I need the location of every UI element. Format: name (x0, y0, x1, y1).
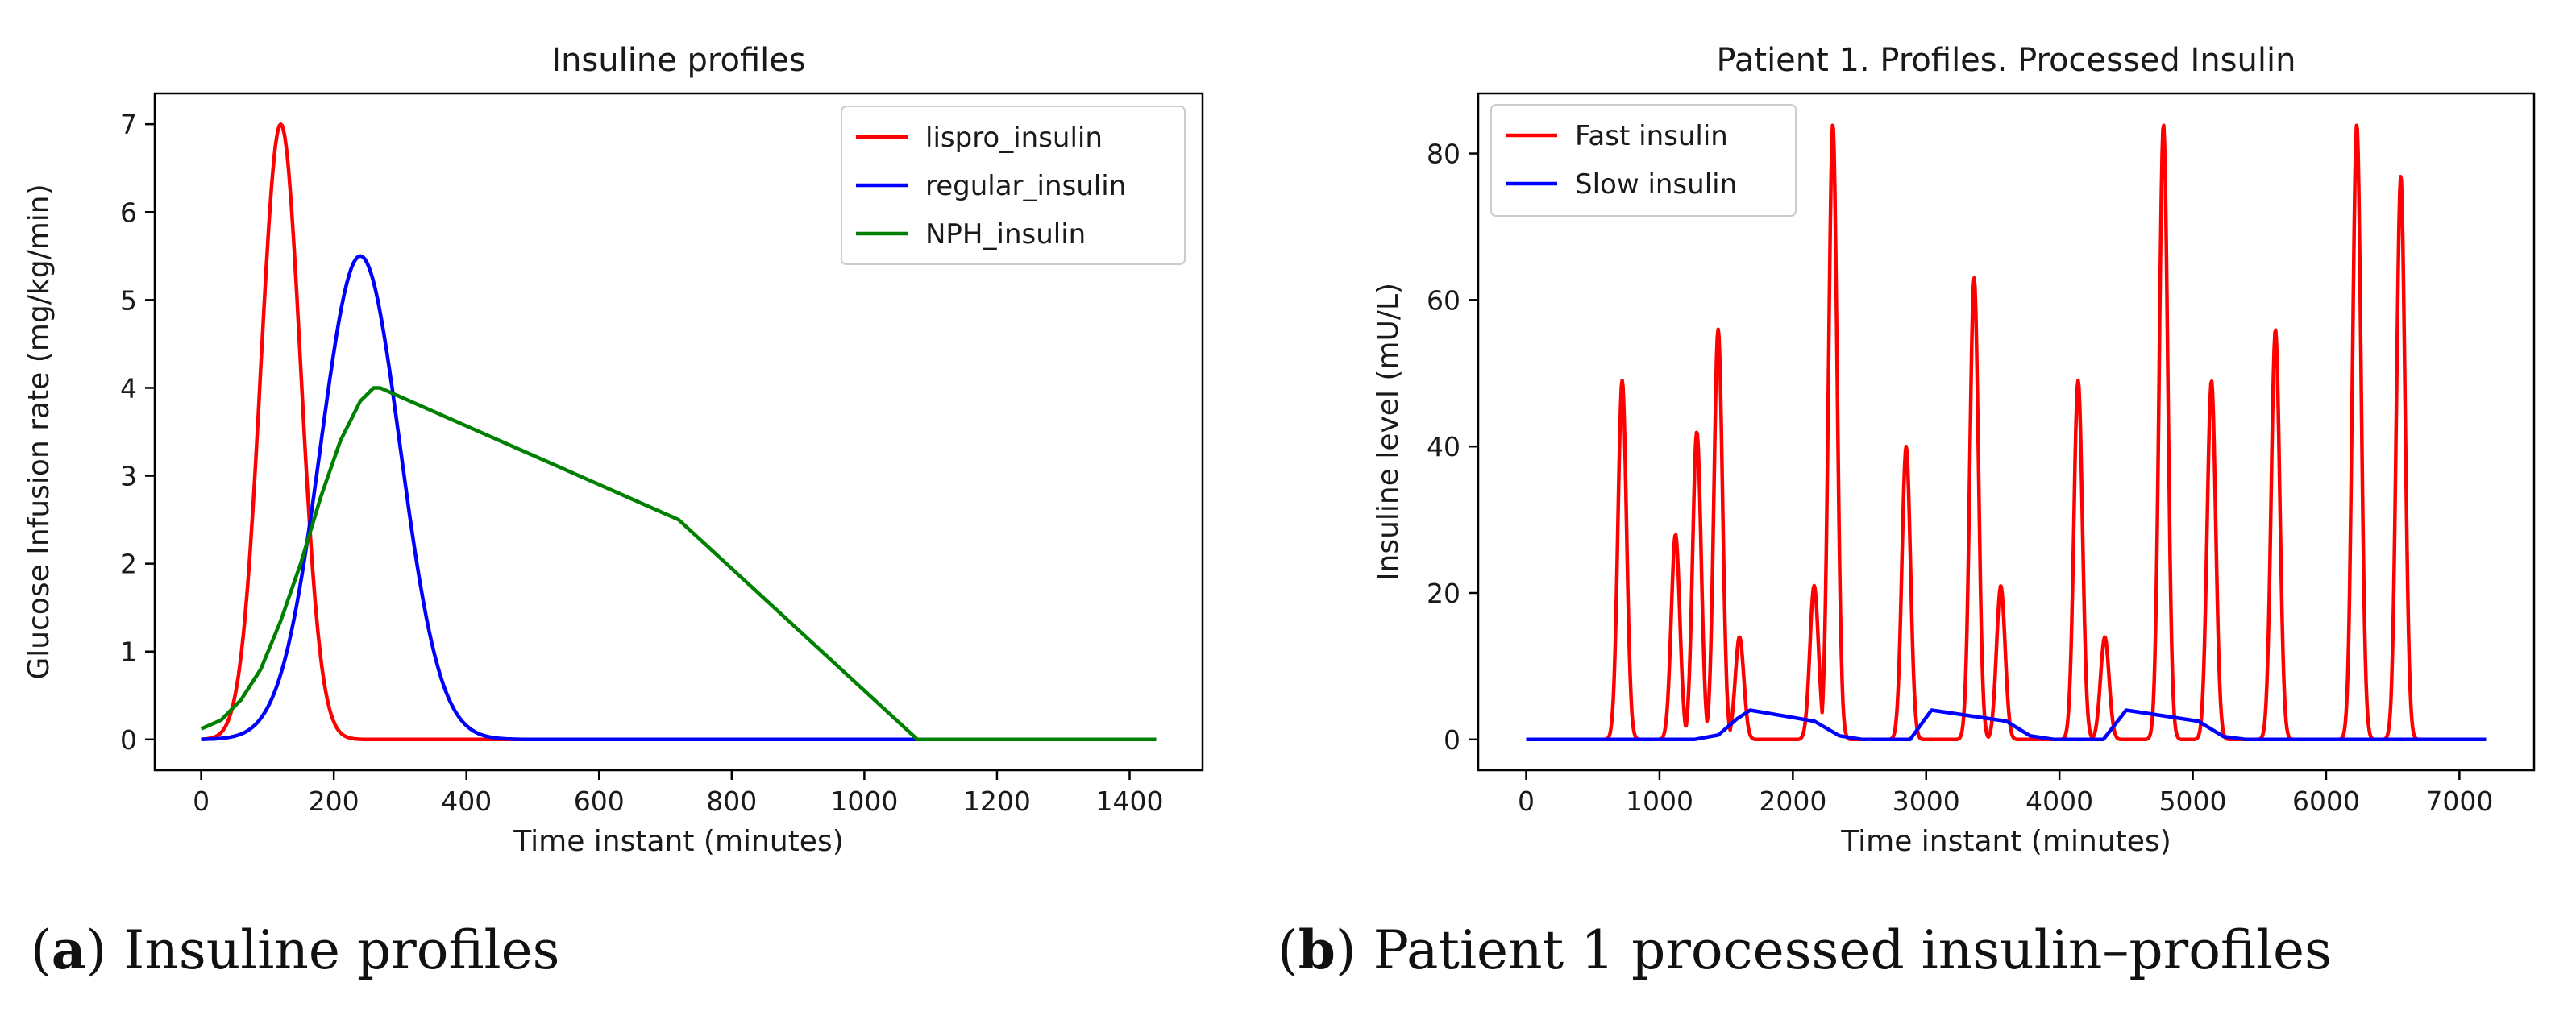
x-tick-label: 800 (706, 786, 757, 817)
series-line-slow-insulin (1526, 708, 2487, 742)
x-tick-label: 6000 (2292, 786, 2360, 817)
plot-frame (153, 92, 1204, 772)
series-line-fast-insulin (1525, 123, 2487, 742)
legend-label: regular_insulin (925, 170, 1126, 202)
x-axis-label: Time instant (minutes) (1840, 825, 2171, 858)
y-tick-label: 1 (120, 636, 137, 668)
y-tick-label: 0 (1444, 724, 1460, 756)
caption-b: (b) Patient 1 processed insulin–profiles (1278, 918, 2332, 981)
y-tick-label: 60 (1427, 284, 1460, 316)
legend-label: Slow insulin (1575, 168, 1737, 201)
chart-title: Insuline profiles (551, 42, 805, 79)
series-line-nph-insulin (200, 386, 1157, 742)
y-tick-label: 20 (1427, 578, 1460, 609)
y-tick-label: 0 (120, 724, 137, 756)
x-tick-label: 5000 (2159, 786, 2227, 817)
y-tick-label: 6 (120, 197, 137, 228)
x-tick-label: 200 (309, 786, 359, 817)
y-axis-label: Insuline level (mU/L) (1372, 283, 1405, 581)
x-tick-label: 600 (574, 786, 625, 817)
x-tick-label: 4000 (2025, 786, 2093, 817)
plot-frame (1477, 92, 2536, 772)
x-tick-label: 0 (1518, 786, 1535, 817)
x-tick-label: 1400 (1096, 786, 1164, 817)
caption-a: (a) Insuline profiles (31, 918, 560, 981)
y-tick-label: 7 (120, 109, 137, 140)
legend-label: NPH_insulin (925, 218, 1086, 251)
caption-b-text: Patient 1 processed insulin–profiles (1356, 919, 2332, 981)
x-tick-label: 2000 (1759, 786, 1826, 817)
legend-label: lispro_insulin (925, 122, 1103, 154)
legend-box (1490, 104, 1797, 217)
chart-patient1-processed-insulin: Patient 1. Profiles. Processed Insulin 0 1… (1372, 42, 2536, 858)
y-tick-label: 5 (120, 284, 137, 316)
x-tick-label: 1000 (1626, 786, 1693, 817)
x-tick-label: 0 (193, 786, 210, 817)
y-tick-label: 3 (120, 461, 137, 492)
y-tick-label: 80 (1427, 139, 1460, 170)
y-tick-label: 2 (120, 549, 137, 580)
legend-label: Fast insulin (1575, 120, 1728, 152)
x-tick-label: 1000 (830, 786, 898, 817)
x-axis-label: Time instant (minutes) (513, 825, 843, 858)
y-axis-label: Glucose Infusion rate (mg/kg/min) (23, 184, 56, 679)
y-tick-label: 40 (1427, 431, 1460, 462)
x-tick-label: 400 (441, 786, 492, 817)
caption-a-label: a (51, 918, 86, 981)
x-tick-label: 1200 (963, 786, 1031, 817)
chart-title: Patient 1. Profiles. Processed Insulin (1717, 42, 2296, 79)
legend-box (841, 106, 1186, 265)
x-tick-label: 3000 (1893, 786, 1960, 817)
y-tick-label: 4 (120, 372, 137, 404)
x-tick-label: 7000 (2425, 786, 2493, 817)
series-line-regular-insulin (200, 254, 1157, 742)
caption-a-text: Insuline profiles (106, 919, 560, 981)
caption-b-label: b (1298, 918, 1336, 981)
